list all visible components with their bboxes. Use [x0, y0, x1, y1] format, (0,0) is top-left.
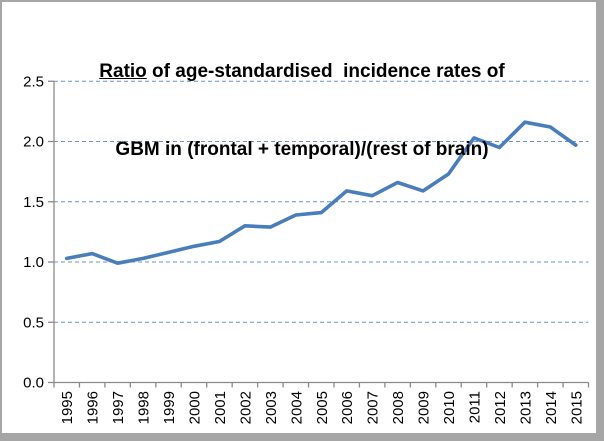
x-tick-label: 2007	[365, 391, 382, 424]
x-tick-label: 2002	[237, 391, 254, 424]
x-tick-label: 2005	[314, 391, 331, 424]
x-tick-label: 2011	[466, 391, 483, 423]
chart-title: Ratio of age-standardised incidence rate…	[0, 7, 604, 215]
x-tick-label: 1998	[136, 391, 153, 424]
y-tick-label: 2.5	[23, 73, 44, 90]
x-tick-label: 1997	[110, 391, 127, 424]
y-tick-label: 2.0	[23, 134, 44, 151]
x-tick-label: 2015	[568, 391, 585, 424]
x-tick-label: 2014	[543, 391, 560, 424]
x-tick-label: 1995	[59, 391, 76, 424]
x-tick-label: 1996	[85, 391, 102, 424]
x-tick-label: 2001	[212, 391, 229, 424]
x-tick-label: 2003	[263, 391, 280, 424]
y-tick-label: 1.5	[23, 194, 44, 211]
chart-title-line1-rest: of age-standardised incidence rates of	[146, 61, 505, 82]
chart-title-line1: Ratio of age-standardised incidence rate…	[0, 59, 604, 85]
y-tick-label: 0.5	[23, 314, 44, 331]
chart-title-underlined-word: Ratio	[99, 61, 147, 82]
x-tick-label: 2006	[339, 391, 356, 424]
x-tick-label: 2013	[517, 391, 534, 424]
y-tick-label: 1.0	[23, 254, 44, 271]
x-tick-label: 1999	[161, 391, 178, 424]
x-tick-label: 2004	[288, 391, 305, 424]
x-tick-label: 2012	[492, 391, 509, 424]
y-tick-label: 0.0	[23, 375, 44, 392]
x-tick-label: 2008	[390, 391, 407, 424]
chart-title-line2: GBM in (frontal + temporal)/(rest of bra…	[115, 139, 489, 160]
x-tick-label: 2009	[416, 391, 433, 424]
x-tick-label: 2000	[186, 391, 203, 424]
data-line	[64, 120, 578, 266]
x-tick-label: 2010	[441, 391, 458, 424]
